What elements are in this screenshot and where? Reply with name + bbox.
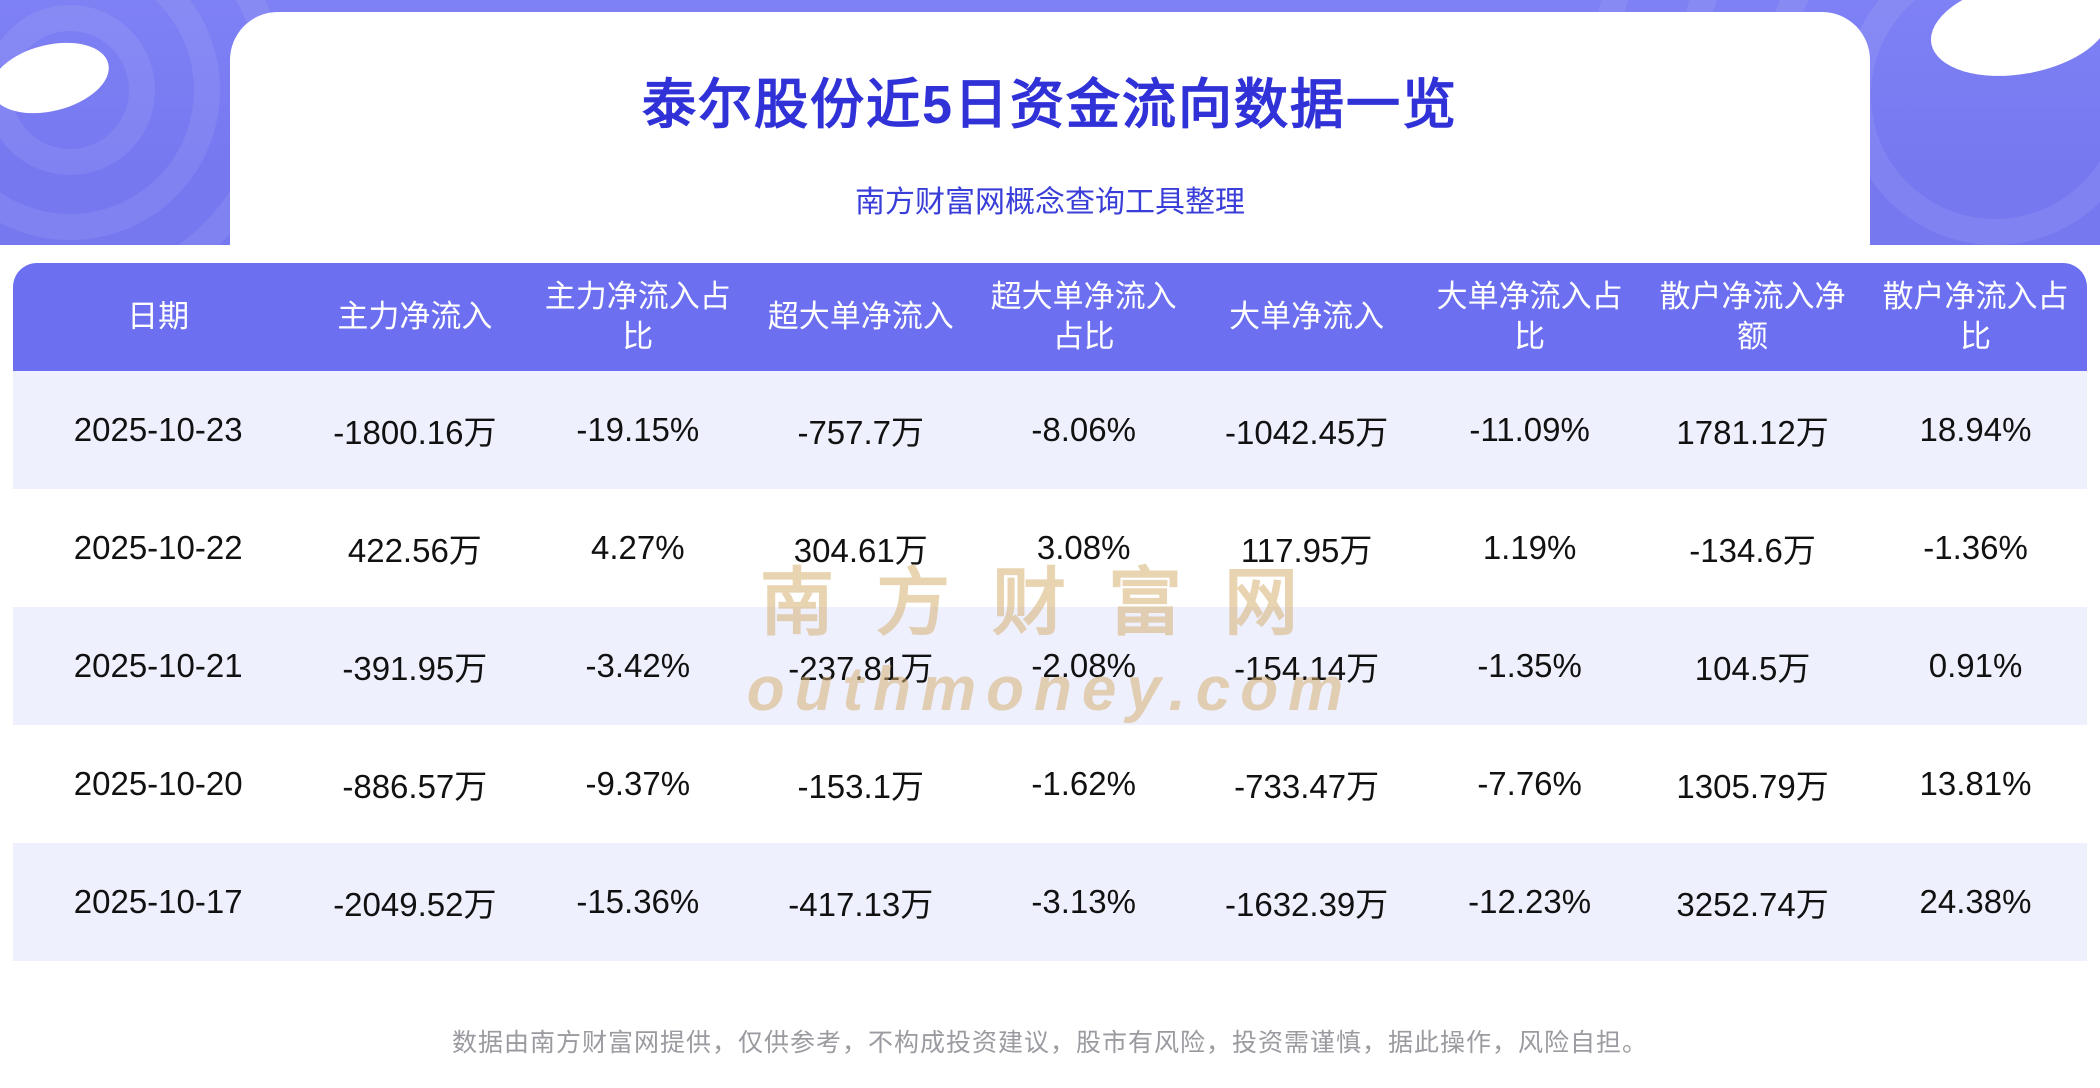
column-header: 大单净流入 bbox=[1195, 263, 1419, 371]
value-cell: -12.23% bbox=[1468, 883, 1592, 920]
value-cell: -7.76% bbox=[1477, 765, 1582, 802]
value-cell: 1305.79万 bbox=[1676, 768, 1829, 805]
value-cell: -417.13万 bbox=[788, 886, 934, 923]
value-cell: 304.61万 bbox=[793, 532, 928, 569]
value-cell: 104.5万 bbox=[1694, 650, 1811, 687]
disclaimer-text: 数据由南方财富网提供，仅供参考，不构成投资建议，股市有风险，投资需谨慎，据此操作… bbox=[451, 1029, 1648, 1057]
table-row: 2025-10-20 -886.57万 -9.37% -153.1万 -1.62% -73… bbox=[13, 725, 2087, 843]
value-cell: -134.6万 bbox=[1689, 532, 1816, 569]
column-header: 大单净流入占比 bbox=[1418, 263, 1642, 371]
value-cell: 3.08% bbox=[1036, 529, 1131, 566]
value-cell: 1781.12万 bbox=[1676, 414, 1829, 451]
page-subtitle: 南方财富网概念查询工具整理 bbox=[855, 186, 1245, 219]
date-cell: 2025-10-23 bbox=[73, 411, 243, 448]
date-cell: 2025-10-21 bbox=[73, 647, 243, 684]
page: 泰尔股份近5日资金流向数据一览 南方财富网概念查询工具整理 日期 主力净流入 主力净… bbox=[0, 0, 2100, 1057]
table-head: 日期 主力净流入 主力净流入占比 超大单净流入 超大单净流入占比 大单净流入 大单净流入占比… bbox=[13, 263, 2087, 371]
value-cell: -3.13% bbox=[1031, 883, 1136, 920]
column-header: 超大单净流入 bbox=[749, 263, 973, 371]
value-cell: -1.36% bbox=[1923, 529, 2028, 566]
value-cell: 117.95万 bbox=[1240, 532, 1373, 569]
column-header: 日期 bbox=[13, 263, 304, 371]
value-cell: -2049.52万 bbox=[333, 886, 497, 923]
value-cell: -1042.45万 bbox=[1225, 414, 1389, 451]
table-row: 2025-10-22 422.56万 4.27% 304.61万 3.08% 117.95… bbox=[13, 489, 2087, 607]
value-cell: 13.81% bbox=[1919, 765, 2032, 802]
date-cell: 2025-10-20 bbox=[73, 765, 243, 802]
hero-banner: 泰尔股份近5日资金流向数据一览 南方财富网概念查询工具整理 bbox=[0, 0, 2100, 245]
column-header: 主力净流入占比 bbox=[526, 263, 750, 371]
value-cell: -9.37% bbox=[585, 765, 691, 802]
table-row: 2025-10-21 -391.95万 -3.42% -237.81万 -2.08% -1… bbox=[13, 607, 2087, 725]
value-cell: -3.42% bbox=[585, 647, 691, 684]
value-cell: -153.1万 bbox=[797, 768, 925, 805]
value-cell: -154.14万 bbox=[1234, 650, 1380, 687]
value-cell: 1.19% bbox=[1482, 529, 1577, 566]
value-cell: -1632.39万 bbox=[1225, 886, 1389, 923]
value-cell: -8.06% bbox=[1031, 411, 1136, 448]
fund-flow-table: 日期 主力净流入 主力净流入占比 超大单净流入 超大单净流入占比 大单净流入 大单净流入占比… bbox=[13, 263, 2087, 961]
date-cell: 2025-10-22 bbox=[73, 529, 243, 566]
value-cell: -733.47万 bbox=[1234, 768, 1380, 805]
table-body: 2025-10-23 -1800.16万 -19.15% -757.7万 -8.06% -… bbox=[13, 371, 2087, 961]
column-header: 散户净流入占比 bbox=[1864, 263, 2087, 371]
value-cell: -15.36% bbox=[576, 883, 700, 920]
date-cell: 2025-10-17 bbox=[73, 883, 243, 920]
value-cell: 24.38% bbox=[1919, 883, 2032, 920]
data-table-container: 日期 主力净流入 主力净流入占比 超大单净流入 超大单净流入占比 大单净流入 大单净流入占比… bbox=[13, 263, 2087, 961]
value-cell: -391.95万 bbox=[342, 650, 488, 687]
table-row: 2025-10-23 -1800.16万 -19.15% -757.7万 -8.06% -… bbox=[13, 371, 2087, 489]
table-header-row: 日期 主力净流入 主力净流入占比 超大单净流入 超大单净流入占比 大单净流入 大单净流入占比… bbox=[13, 263, 2087, 371]
value-cell: 3252.74万 bbox=[1676, 886, 1829, 923]
title-card: 泰尔股份近5日资金流向数据一览 南方财富网概念查询工具整理 bbox=[230, 12, 1870, 245]
value-cell: -886.57万 bbox=[342, 768, 488, 805]
value-cell: -11.09% bbox=[1469, 411, 1590, 448]
column-header: 主力净流入 bbox=[303, 263, 527, 371]
value-cell: -237.81万 bbox=[788, 650, 934, 687]
value-cell: 422.56万 bbox=[347, 532, 482, 569]
value-cell: -1.35% bbox=[1477, 647, 1582, 684]
page-title: 泰尔股份近5日资金流向数据一览 bbox=[641, 75, 1459, 135]
value-cell: -1800.16万 bbox=[333, 414, 497, 451]
value-cell: -19.15% bbox=[576, 411, 700, 448]
value-cell: -2.08% bbox=[1031, 647, 1136, 684]
value-cell: -1.62% bbox=[1031, 765, 1136, 802]
value-cell: 18.94% bbox=[1919, 411, 2032, 448]
column-header: 超大单净流入占比 bbox=[972, 263, 1196, 371]
value-cell: -757.7万 bbox=[797, 414, 925, 451]
table-row: 2025-10-17 -2049.52万 -15.36% -417.13万 -3.13%… bbox=[13, 843, 2087, 961]
value-cell: 0.91% bbox=[1928, 647, 2023, 684]
column-header: 散户净流入净额 bbox=[1641, 263, 1865, 371]
value-cell: 4.27% bbox=[591, 529, 685, 566]
